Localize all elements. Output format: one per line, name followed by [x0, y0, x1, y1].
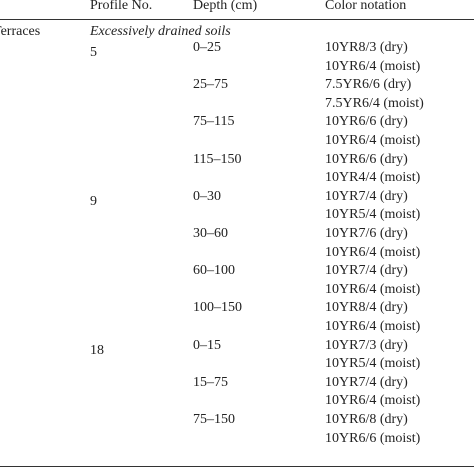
depth: 30–60: [193, 226, 228, 241]
subgroup-label: Excessively drained soils: [90, 24, 231, 39]
column-header: Depth (cm): [193, 0, 258, 13]
depth: 15–75: [193, 374, 228, 390]
color-notation: 10YR6/6 (dry): [325, 151, 408, 167]
color-notation: 10YR5/4 (moist): [325, 356, 421, 372]
depth: 0–30: [193, 188, 221, 204]
color-notation: 10YR6/4 (moist): [325, 319, 421, 334]
color-notation: 10YR4/4 (moist): [325, 170, 421, 186]
color-notation: 10YR6/4 (moist): [325, 244, 421, 260]
color-notation: 10YR5/4 (moist): [325, 207, 421, 223]
color-notation: 10YR6/6 (dry): [325, 114, 408, 130]
color-notation: 10YR8/4 (dry): [325, 300, 408, 316]
depth: 75–150: [193, 412, 235, 427]
color-notation: 7.5YR6/4 (moist): [325, 95, 424, 111]
color-notation: 10YR6/4 (moist): [325, 133, 421, 148]
profile-number: 5: [90, 45, 97, 60]
depth: 75–115: [193, 114, 235, 130]
header-rule: [0, 19, 474, 20]
depth: 25–75: [193, 77, 228, 93]
depth: 100–150: [193, 300, 242, 316]
color-notation: 10YR7/6 (dry): [325, 226, 408, 241]
color-notation: 10YR6/4 (moist): [325, 393, 421, 409]
color-notation: 10YR6/8 (dry): [325, 412, 408, 427]
color-notation: 10YR6/4 (moist): [325, 281, 421, 297]
depth: 60–100: [193, 263, 235, 279]
column-header: Color notation: [325, 0, 407, 13]
color-notation: 10YR7/4 (dry): [325, 263, 408, 279]
color-notation: 10YR6/6 (moist): [325, 430, 421, 446]
color-notation: 10YR6/4 (moist): [325, 58, 421, 74]
bottom-rule: [0, 466, 474, 467]
color-notation: 10YR7/3 (dry): [325, 337, 408, 353]
depth: 0–15: [193, 337, 221, 353]
depth: 115–150: [193, 151, 242, 167]
color-notation: 10YR8/3 (dry): [325, 40, 408, 55]
column-header: Profile No.: [90, 0, 153, 13]
group-label: Terraces: [0, 24, 41, 39]
color-notation: 10YR7/4 (dry): [325, 188, 408, 204]
profile-number: 9: [90, 193, 97, 209]
depth: 0–25: [193, 40, 221, 55]
color-notation: 7.5YR6/6 (dry): [325, 77, 412, 93]
profile-number: 18: [90, 342, 104, 358]
color-notation: 10YR7/4 (dry): [325, 374, 408, 390]
